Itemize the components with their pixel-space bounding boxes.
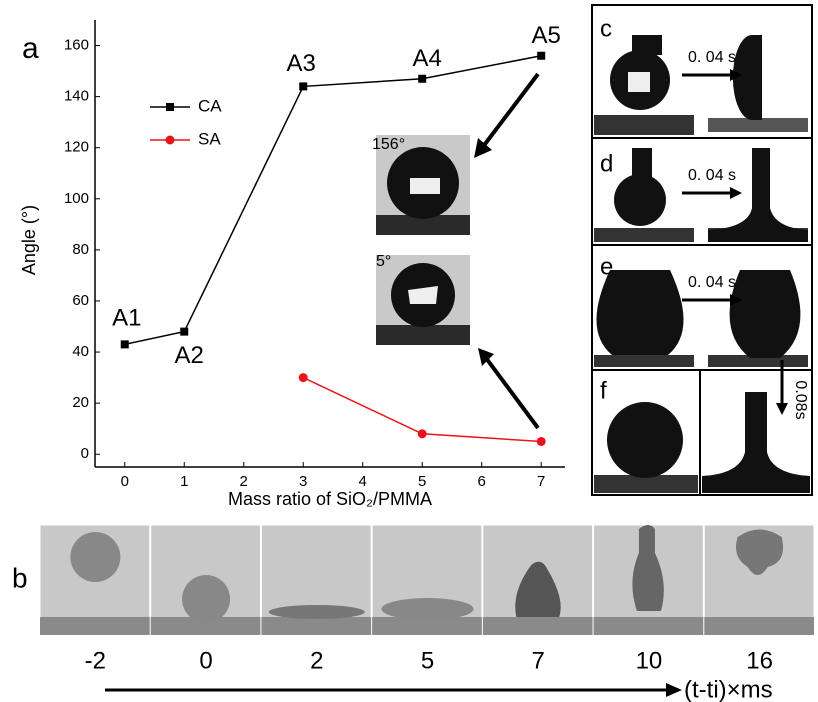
drop — [632, 525, 664, 611]
y-tick-label: 120 — [64, 139, 89, 156]
time-label: 5 — [421, 647, 434, 674]
frame-substrate — [40, 617, 150, 635]
drop — [70, 532, 121, 582]
panel-label: c — [600, 15, 612, 42]
drop — [182, 575, 231, 623]
point — [180, 327, 189, 336]
time-label: 0 — [199, 647, 212, 674]
x-tick-label: 0 — [121, 473, 129, 490]
point-label: A4 — [413, 45, 442, 72]
x-tick-label: 1 — [180, 473, 188, 490]
frame-substrate — [261, 617, 372, 635]
interval-label: 0. 04 s — [688, 167, 736, 184]
point — [120, 340, 129, 349]
arrowheads — [730, 69, 788, 415]
y-tick-label: 80 — [72, 241, 89, 258]
panel-label: d — [600, 150, 613, 177]
x-tick-label: 4 — [359, 473, 367, 490]
y-tick-label: 100 — [64, 190, 89, 207]
y-tick-label: 20 — [72, 394, 89, 411]
point — [536, 436, 546, 446]
frame-substrate — [482, 617, 593, 635]
point — [417, 429, 427, 439]
y-axis-label: Angle (°) — [19, 205, 39, 275]
panel-label: f — [600, 377, 607, 404]
angle-label: 5° — [376, 253, 391, 270]
point — [299, 82, 308, 91]
interval-label: 0. 04 s — [688, 49, 736, 66]
right-panels — [591, 4, 813, 496]
time-label: 2 — [310, 647, 323, 674]
panel-label: b — [12, 562, 28, 593]
x-tick-label: 6 — [478, 473, 486, 490]
inset-photo — [376, 135, 470, 235]
legend-marker — [165, 135, 175, 145]
arrowhead — [666, 683, 682, 697]
frame-substrate — [704, 617, 814, 635]
time-label: 10 — [636, 647, 663, 674]
panel-label: a — [22, 32, 39, 65]
interval-label: 0.08s — [792, 380, 809, 419]
panel-label: e — [600, 253, 613, 280]
point — [298, 373, 308, 383]
x-tick-label: 7 — [537, 473, 545, 490]
drop — [736, 529, 784, 575]
arrows — [480, 72, 540, 430]
interval-arrows — [682, 73, 784, 408]
point-label: A3 — [287, 50, 316, 77]
y-tick-label: 60 — [72, 292, 89, 309]
x-tick-label: 2 — [240, 473, 248, 490]
point — [418, 74, 427, 83]
arrowhead — [478, 348, 494, 366]
frame-substrate — [372, 617, 482, 635]
point-label: A1 — [112, 305, 141, 332]
legend-label: CA — [198, 96, 222, 115]
drop — [515, 561, 561, 617]
time-label: 7 — [532, 647, 545, 674]
x-tick-label: 3 — [299, 473, 307, 490]
x-tick-label: 5 — [418, 473, 426, 490]
x-axis-label: Mass ratio of SiO₂/PMMA — [228, 489, 432, 509]
time-label: -2 — [85, 647, 106, 674]
y-tick-label: 0 — [81, 445, 89, 462]
y-tick-label: 140 — [64, 88, 89, 105]
frame-substrate — [150, 617, 261, 635]
time-axis-label: (t-ti)×ms — [684, 676, 773, 702]
time-label: 16 — [746, 647, 773, 674]
legend-label: SA — [198, 129, 221, 148]
drop — [268, 605, 365, 619]
interval-label: 0. 04 s — [688, 274, 736, 291]
series-line — [124, 55, 542, 346]
point — [537, 51, 546, 60]
inset-photo — [376, 255, 470, 345]
y-tick-label: 40 — [72, 343, 89, 360]
drop — [381, 598, 474, 620]
angle-label: 156° — [372, 136, 405, 153]
y-tick-label: 160 — [64, 37, 89, 54]
arrowhead — [474, 138, 492, 158]
point-label: A5 — [532, 22, 561, 49]
frame-substrate — [593, 617, 704, 635]
legend-marker — [166, 103, 174, 111]
point-label: A2 — [175, 342, 204, 369]
